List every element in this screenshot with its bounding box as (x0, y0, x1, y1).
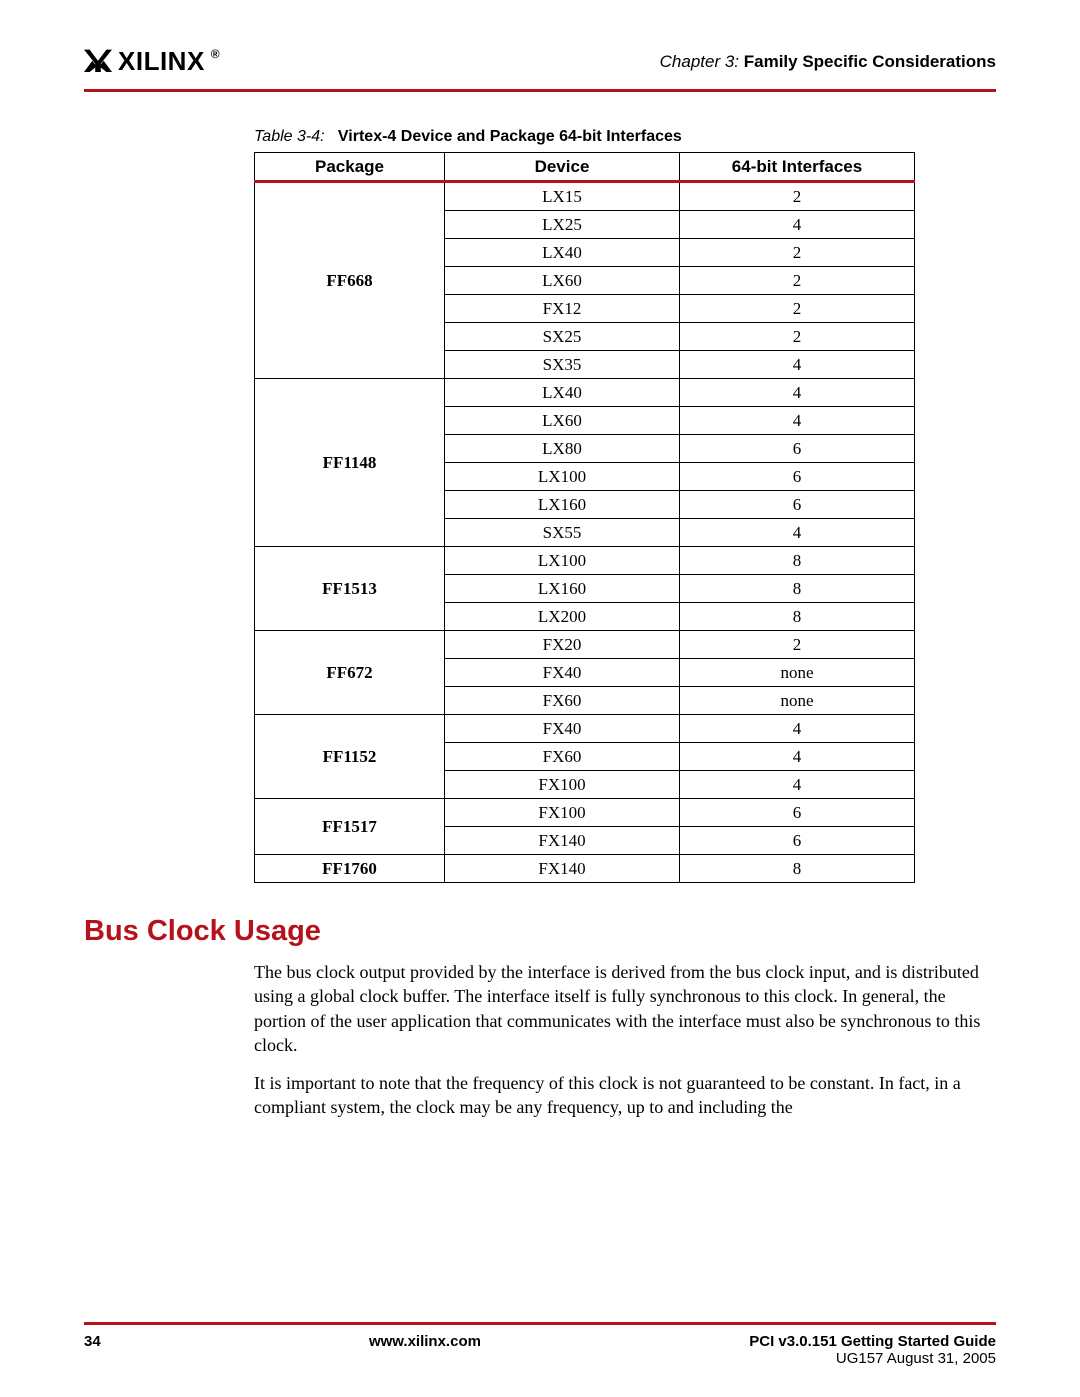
table-column-header: Device (445, 153, 680, 182)
brand-name: XILINX (118, 46, 205, 77)
interfaces-cell: 2 (680, 267, 915, 295)
device-cell: LX40 (445, 239, 680, 267)
doc-id-date: UG157 August 31, 2005 (749, 1350, 996, 1367)
device-cell: LX60 (445, 407, 680, 435)
interfaces-cell: 4 (680, 407, 915, 435)
table-caption-title: Virtex-4 Device and Package 64-bit Inter… (338, 128, 682, 145)
package-cell: FF1148 (255, 379, 445, 547)
interfaces-cell: 6 (680, 827, 915, 855)
device-cell: LX80 (445, 435, 680, 463)
interfaces-cell: 8 (680, 575, 915, 603)
interfaces-cell: 2 (680, 323, 915, 351)
body-paragraph: The bus clock output provided by the int… (254, 960, 994, 1057)
page-header: XILINX ® Chapter 3: Family Specific Consi… (84, 44, 996, 79)
device-cell: SX35 (445, 351, 680, 379)
device-cell: LX25 (445, 211, 680, 239)
device-package-table: PackageDevice64-bit Interfaces FF668LX15… (254, 152, 915, 883)
interfaces-cell: none (680, 687, 915, 715)
table-row: FF668LX152 (255, 182, 915, 211)
table-header-row: PackageDevice64-bit Interfaces (255, 153, 915, 182)
interfaces-cell: 4 (680, 743, 915, 771)
guide-title: PCI v3.0.151 Getting Started Guide (749, 1333, 996, 1350)
interfaces-cell: 8 (680, 603, 915, 631)
interfaces-cell: 2 (680, 239, 915, 267)
chapter-prefix: Chapter 3: (660, 52, 744, 71)
device-cell: LX100 (445, 547, 680, 575)
interfaces-cell: 2 (680, 295, 915, 323)
header-divider (84, 89, 996, 92)
interfaces-cell: 4 (680, 519, 915, 547)
device-cell: LX40 (445, 379, 680, 407)
device-cell: FX20 (445, 631, 680, 659)
table-row: FF1152FX404 (255, 715, 915, 743)
device-cell: FX140 (445, 827, 680, 855)
page: XILINX ® Chapter 3: Family Specific Consi… (0, 0, 1080, 1397)
page-number: 34 (84, 1333, 101, 1350)
interfaces-cell: 6 (680, 799, 915, 827)
brand-logo: XILINX ® (84, 44, 220, 79)
device-cell: SX55 (445, 519, 680, 547)
device-cell: LX15 (445, 182, 680, 211)
device-cell: FX100 (445, 799, 680, 827)
interfaces-cell: 8 (680, 547, 915, 575)
xilinx-logo-icon (84, 44, 112, 79)
device-cell: LX160 (445, 491, 680, 519)
interfaces-cell: none (680, 659, 915, 687)
registered-mark: ® (211, 47, 220, 61)
table-column-header: Package (255, 153, 445, 182)
package-cell: FF668 (255, 182, 445, 379)
device-cell: LX200 (445, 603, 680, 631)
interfaces-cell: 4 (680, 715, 915, 743)
body-paragraph: It is important to note that the frequen… (254, 1071, 994, 1120)
chapter-title: Family Specific Considerations (744, 52, 996, 71)
interfaces-cell: 6 (680, 435, 915, 463)
page-footer: 34 www.xilinx.com PCI v3.0.151 Getting S… (84, 1333, 996, 1367)
interfaces-cell: 4 (680, 379, 915, 407)
interfaces-cell: 4 (680, 211, 915, 239)
device-cell: FX40 (445, 659, 680, 687)
device-cell: FX100 (445, 771, 680, 799)
table-caption-prefix: Table 3-4: (254, 128, 325, 145)
interfaces-cell: 2 (680, 182, 915, 211)
interfaces-cell: 4 (680, 771, 915, 799)
table-block: Table 3-4: Virtex-4 Device and Package 6… (254, 128, 996, 883)
device-cell: FX60 (445, 743, 680, 771)
interfaces-cell: 6 (680, 463, 915, 491)
interfaces-cell: 8 (680, 855, 915, 883)
device-cell: FX60 (445, 687, 680, 715)
device-cell: FX140 (445, 855, 680, 883)
table-row: FF1760FX1408 (255, 855, 915, 883)
table-row: FF672FX202 (255, 631, 915, 659)
table-row: FF1513LX1008 (255, 547, 915, 575)
table-column-header: 64-bit Interfaces (680, 153, 915, 182)
device-cell: FX40 (445, 715, 680, 743)
interfaces-cell: 2 (680, 631, 915, 659)
device-cell: LX160 (445, 575, 680, 603)
table-row: FF1517FX1006 (255, 799, 915, 827)
package-cell: FF1152 (255, 715, 445, 799)
table-body: FF668LX152LX254LX402LX602FX122SX252SX354… (255, 182, 915, 883)
device-cell: SX25 (445, 323, 680, 351)
package-cell: FF1513 (255, 547, 445, 631)
section-body: The bus clock output provided by the int… (254, 960, 994, 1134)
device-cell: LX60 (445, 267, 680, 295)
device-cell: LX100 (445, 463, 680, 491)
package-cell: FF1760 (255, 855, 445, 883)
footer-right: PCI v3.0.151 Getting Started Guide UG157… (749, 1333, 996, 1367)
device-cell: FX12 (445, 295, 680, 323)
footer-divider (84, 1322, 996, 1325)
package-cell: FF1517 (255, 799, 445, 855)
footer-url[interactable]: www.xilinx.com (369, 1333, 481, 1350)
table-caption: Table 3-4: Virtex-4 Device and Package 6… (254, 128, 996, 146)
package-cell: FF672 (255, 631, 445, 715)
interfaces-cell: 6 (680, 491, 915, 519)
table-row: FF1148LX404 (255, 379, 915, 407)
chapter-label: Chapter 3: Family Specific Consideration… (660, 52, 996, 72)
interfaces-cell: 4 (680, 351, 915, 379)
section-heading: Bus Clock Usage (84, 915, 996, 948)
